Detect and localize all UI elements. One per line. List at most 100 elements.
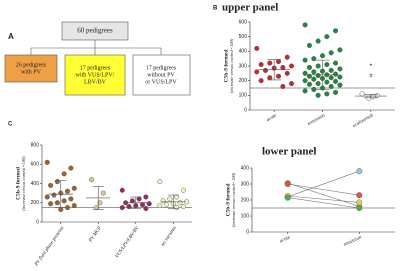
data-point [328,50,334,56]
data-point [180,204,186,210]
data-point [94,205,100,211]
data-point [119,205,125,211]
data-point [320,53,326,59]
node-label: LBV/BV [84,79,107,85]
data-point [315,73,321,79]
data-point [324,34,330,40]
data-point [48,201,54,207]
data-point [157,203,163,209]
node-label: with VUS/LPV/ [76,72,115,78]
annotation: * [369,63,372,69]
y-tick-label: 0 [246,229,249,235]
y-axis-sublabel: (increase versus control=100) [21,156,26,211]
data-point [359,91,365,97]
x-tick-label: PV MCP [88,226,103,244]
data-point [333,89,339,95]
data-point [44,159,50,165]
x-tick-label: no variants [161,226,178,247]
data-point [356,192,363,199]
data-point [306,81,312,87]
data-point [356,199,363,206]
y-tick-label: 400 [241,165,250,171]
y-tick-label: 300 [239,63,248,69]
data-point [311,76,317,82]
y-tick-label: 500 [239,34,248,40]
data-point [302,70,308,76]
data-point [258,62,264,68]
data-point [370,94,376,100]
data-point [97,200,103,206]
data-point [324,91,330,97]
node-box [132,54,191,96]
data-point [174,194,180,200]
data-point [328,84,334,90]
y-tick-label: 800 [31,142,40,148]
data-point [366,95,372,101]
data-point [71,185,77,191]
data-point [68,165,74,171]
data-point [71,203,77,209]
data-point [315,38,321,44]
data-point [160,198,166,204]
data-point [284,180,291,187]
data-point [88,177,94,183]
data-point [143,206,149,212]
pair-line [287,195,360,203]
data-point [61,171,67,177]
pair-line [287,182,360,207]
data-point [374,92,380,98]
data-point [311,69,317,75]
data-point [315,63,321,69]
node-label: without PV [147,72,175,78]
data-point [54,179,60,185]
x-tick-label: acute [266,113,279,123]
data-point [333,78,339,84]
data-point [276,73,282,79]
data-point [167,196,173,202]
x-tick-label: remission [343,235,363,248]
data-point [129,198,135,204]
data-point [324,62,330,68]
data-point [289,63,295,69]
data-point [61,198,67,204]
data-point [302,57,308,63]
x-tick-label: eculizumab [352,113,375,129]
y-tick-label: 200 [241,197,250,203]
data-point [126,204,132,210]
data-point [284,194,291,201]
data-point [100,190,106,196]
data-point [337,82,343,88]
y-tick-label: 600 [239,19,248,25]
data-point [328,75,334,81]
panel-label: C [8,122,13,128]
data-point [267,60,273,66]
data-point [306,42,312,48]
data-point [333,71,339,77]
node-label: 17 pedigrees [80,65,111,71]
data-point [337,47,343,53]
data-point [267,75,273,81]
y-axis-label: C5b-9 formed [225,184,231,217]
data-point [337,66,343,72]
data-point [146,201,152,207]
data-point [284,54,290,60]
data-point [177,200,183,206]
pair-line [287,183,360,196]
data-point [51,192,57,198]
data-point [280,64,286,70]
data-point [48,182,54,188]
data-point [136,196,142,202]
data-point [119,187,125,193]
data-point [143,194,149,200]
data-point [58,206,64,212]
data-point [328,67,334,73]
data-point [311,56,317,62]
y-tick-label: 400 [31,181,40,187]
x-tick-label: PV fluid phase proteins [34,226,66,268]
data-point [315,81,321,87]
data-point [54,200,60,206]
y-tick-label: 400 [239,49,248,55]
data-point [333,28,339,34]
node-box [64,54,126,96]
